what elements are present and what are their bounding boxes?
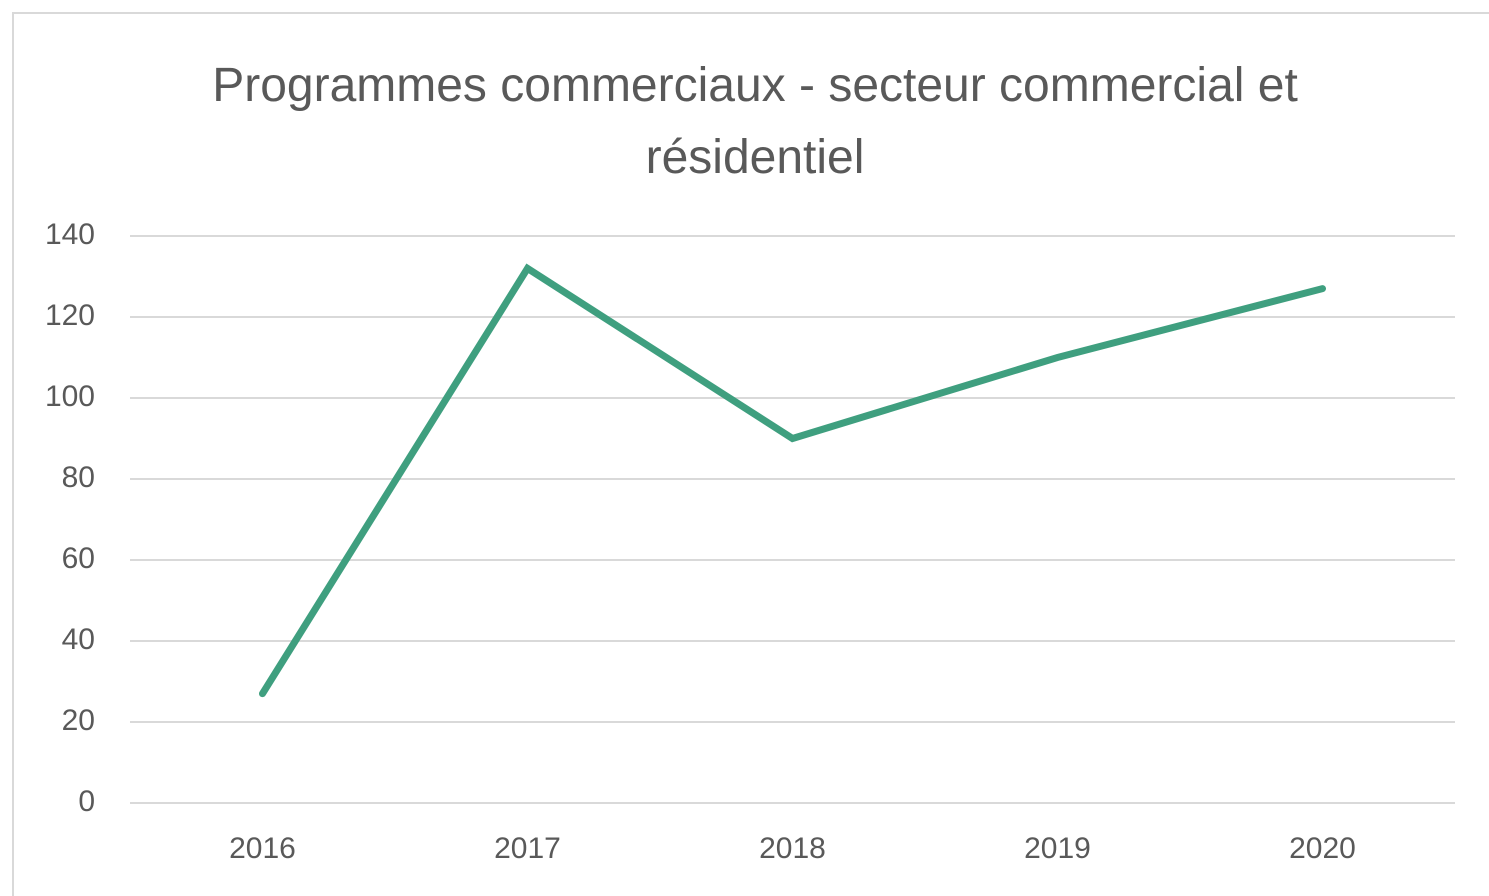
- x-tick-label: 2018: [759, 832, 826, 865]
- y-tick-label: 80: [62, 461, 95, 494]
- line-series: [259, 263, 1326, 698]
- x-tick-label: 2019: [1024, 832, 1091, 865]
- chart-title: Programmes commerciaux - secteur commerc…: [212, 59, 1298, 184]
- y-tick-label: 140: [45, 218, 95, 251]
- chart-border: [12, 12, 1489, 896]
- y-tick-label: 60: [62, 542, 95, 575]
- y-tick-label: 100: [45, 380, 95, 413]
- x-tick-label: 2020: [1289, 832, 1356, 865]
- y-tick-label: 40: [62, 623, 95, 656]
- y-tick-label: 20: [62, 704, 95, 737]
- x-tick-label: 2016: [229, 832, 296, 865]
- y-tick-label: 120: [45, 299, 95, 332]
- x-tick-label: 2017: [494, 832, 561, 865]
- y-tick-label: 0: [78, 785, 95, 818]
